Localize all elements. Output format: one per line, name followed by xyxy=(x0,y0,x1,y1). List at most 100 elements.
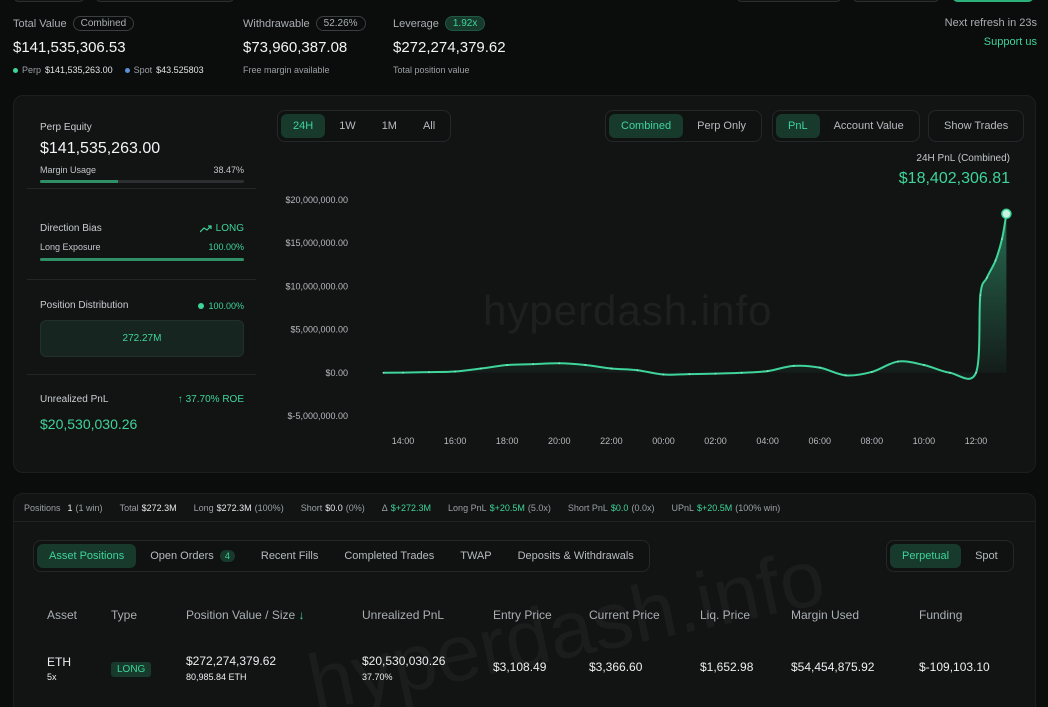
leverage-label: Leverage xyxy=(393,17,439,30)
x-tick-label: 02:00 xyxy=(704,436,727,446)
row-funding: $-109,103.10 xyxy=(919,660,990,674)
summary-upnl-value: $+20.5M xyxy=(696,502,733,513)
row-size: 80,985.84 ETH xyxy=(186,672,247,682)
y-tick-label: $5,000,000.00 xyxy=(290,325,348,335)
withdrawable-value: $73,960,387.08 xyxy=(243,39,348,56)
tab-asset-positions[interactable]: Asset Positions xyxy=(37,544,137,568)
pnl-data-point xyxy=(818,366,821,369)
position-distribution-card: Position Distribution 100.00% 272.27M xyxy=(40,300,244,357)
metric-selector: PnL Account Value xyxy=(772,110,920,142)
top-button-3[interactable] xyxy=(736,0,842,2)
long-exposure-label: Long Exposure xyxy=(40,242,101,252)
range-24h[interactable]: 24H xyxy=(281,114,326,138)
col-position-value-label: Position Value / Size xyxy=(186,608,296,622)
col-position-value[interactable]: Position Value / Size ↓ xyxy=(186,608,305,622)
y-tick-label: $20,000,000.00 xyxy=(285,195,348,205)
tab-twap[interactable]: TWAP xyxy=(460,550,492,562)
pnl-data-point xyxy=(688,373,691,375)
col-entry-price[interactable]: Entry Price xyxy=(493,608,552,622)
summary-short-label: Short xyxy=(300,502,323,513)
withdrawable-label: Withdrawable xyxy=(243,17,310,30)
tab-completed-trades[interactable]: Completed Trades xyxy=(344,550,435,562)
tab-recent-fills[interactable]: Recent Fills xyxy=(260,550,319,562)
col-margin-used[interactable]: Margin Used xyxy=(791,608,860,622)
market-perpetual[interactable]: Perpetual xyxy=(890,544,962,568)
long-exposure-fill xyxy=(40,258,244,261)
top-button-2[interactable] xyxy=(95,0,235,2)
mode-perp-only[interactable]: Perp Only xyxy=(697,120,747,132)
pnl-data-point xyxy=(480,367,483,370)
pnl-data-point xyxy=(506,364,509,366)
summary-long-label: Long xyxy=(193,502,214,513)
range-1w[interactable]: 1W xyxy=(339,120,356,132)
summary-delta-label: Δ xyxy=(381,502,388,513)
combined-badge: Combined xyxy=(72,16,135,31)
margin-usage-pct: 38.47% xyxy=(213,165,244,175)
spot-value: $43.525803 xyxy=(156,65,204,75)
leverage-stat: Leverage 1.92x $272,274,379.62 Total posi… xyxy=(393,16,506,75)
pnl-data-point xyxy=(979,294,982,296)
summary-short-pct: (0%) xyxy=(345,502,365,513)
top-button-1[interactable] xyxy=(13,0,85,2)
tab-open-orders[interactable]: Open Orders 4 xyxy=(138,544,247,568)
pnl-data-point xyxy=(402,371,404,374)
row-upnl-pct: 37.70% xyxy=(362,672,393,682)
positions-tabs: Asset Positions Open Orders 4 Recent Fil… xyxy=(33,540,650,572)
top-primary-button[interactable] xyxy=(952,0,1034,2)
col-unrealized-pnl[interactable]: Unrealized PnL xyxy=(362,608,445,622)
range-all[interactable]: All xyxy=(422,120,436,132)
pnl-data-point xyxy=(558,362,561,365)
summary-total-value: $272.3M xyxy=(141,502,177,513)
summary-short-pnl-value: $0.0 xyxy=(610,502,629,513)
tab-deposits-withdrawals[interactable]: Deposits & Withdrawals xyxy=(517,550,634,562)
y-tick-label: $0.00 xyxy=(325,368,348,378)
pnl-data-point xyxy=(1001,237,1003,240)
perp-equity-value: $141,535,263.00 xyxy=(40,140,161,157)
pnl-data-point xyxy=(584,364,587,366)
x-tick-label: 10:00 xyxy=(913,436,936,446)
x-tick-label: 18:00 xyxy=(496,436,519,446)
metric-pnl[interactable]: PnL xyxy=(776,114,820,138)
top-button-4[interactable] xyxy=(852,0,940,2)
pnl-data-point xyxy=(994,259,997,262)
x-tick-label: 20:00 xyxy=(548,436,571,446)
summary-long-pnl-value: $+20.5M xyxy=(489,502,525,513)
col-funding[interactable]: Funding xyxy=(919,608,963,622)
summary-short-pnl-label: Short PnL xyxy=(567,502,608,513)
col-current-price[interactable]: Current Price xyxy=(589,608,660,622)
pnl-end-point[interactable] xyxy=(1001,208,1012,220)
col-asset[interactable]: Asset xyxy=(47,608,78,622)
summary-short-value: $0.0 xyxy=(325,502,343,513)
support-link[interactable]: Support us xyxy=(983,36,1037,48)
col-liq-price[interactable]: Liq. Price xyxy=(700,608,751,622)
pnl-data-point xyxy=(740,371,743,374)
distribution-bar[interactable]: 272.27M xyxy=(40,320,244,357)
pnl-data-point xyxy=(454,370,456,373)
x-tick-label: 00:00 xyxy=(652,436,675,446)
show-trades-button[interactable]: Show Trades xyxy=(944,120,1009,132)
metric-account-value[interactable]: Account Value xyxy=(833,120,904,132)
x-tick-label: 14:00 xyxy=(392,436,415,446)
spot-dot-icon xyxy=(124,67,130,73)
direction-bias-title: Direction Bias xyxy=(40,223,102,234)
perp-dot-icon xyxy=(13,67,18,73)
summary-positions-count: 1 xyxy=(67,502,73,513)
range-1m[interactable]: 1M xyxy=(381,120,397,132)
perp-equity-card: Perp Equity $141,535,263.00 Margin Usage… xyxy=(40,122,244,183)
summary-positions-win: (1 win) xyxy=(75,502,103,513)
mode-combined[interactable]: Combined xyxy=(609,114,684,138)
pnl-data-point xyxy=(636,369,639,372)
unrealized-pnl-value: $20,530,030.26 xyxy=(40,416,138,432)
show-trades-wrapper: Show Trades xyxy=(928,110,1025,142)
y-tick-label: $10,000,000.00 xyxy=(285,281,348,291)
pnl-data-point xyxy=(610,367,613,370)
pnl-data-point xyxy=(714,372,717,375)
pnl-chart[interactable]: $20,000,000.00 $15,000,000.00 $10,000,000.… xyxy=(272,186,1032,456)
chart-header-label: 24H PnL (Combined) xyxy=(916,153,1010,164)
summary-delta-value: $+272.3M xyxy=(390,502,432,513)
col-type[interactable]: Type xyxy=(111,608,138,622)
market-spot[interactable]: Spot xyxy=(975,550,998,562)
pnl-data-point xyxy=(766,370,769,372)
positions-summary: Positions 1 (1 win) Total $272.3M Long $272.… xyxy=(14,494,1035,522)
summary-long-value: $272.3M xyxy=(216,502,252,513)
